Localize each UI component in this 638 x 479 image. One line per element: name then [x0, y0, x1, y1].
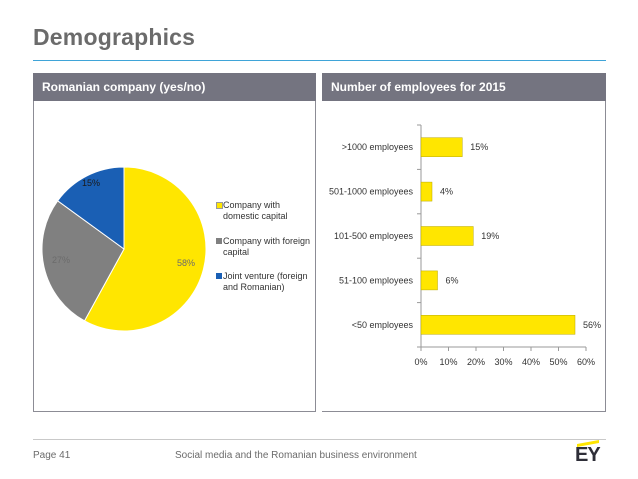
pie-slice-label: 27%: [52, 255, 70, 265]
bar: [420, 315, 576, 335]
legend-swatch-yellow: [216, 202, 223, 209]
bar-value-label: 19%: [481, 231, 499, 241]
bar-value-label: 6%: [446, 275, 459, 285]
bar: [420, 137, 463, 157]
bar: [420, 270, 438, 291]
bar: [420, 181, 433, 202]
bar-value-label: 56%: [583, 320, 601, 330]
y-category-label: 51-100 employees: [339, 275, 414, 285]
x-tick-label: 30%: [494, 357, 512, 367]
bar-value-label: 15%: [470, 142, 488, 152]
y-category-label: 501-1000 employees: [329, 187, 414, 197]
x-tick-label: 20%: [467, 357, 485, 367]
y-category-label: 101-500 employees: [334, 231, 414, 241]
legend-label: Company with domestic capital: [223, 200, 288, 221]
x-tick-label: 10%: [439, 357, 457, 367]
footer-caption: Social media and the Romanian business e…: [175, 450, 417, 461]
pie-chart-panel: [33, 101, 316, 412]
legend-swatch-blue: [216, 273, 222, 279]
x-tick-label: 40%: [522, 357, 540, 367]
legend-label: Joint venture (foreign and Romanian): [223, 271, 308, 292]
title-divider: [33, 60, 606, 61]
page-number: Page 41: [33, 450, 71, 461]
pie-slice: [41, 200, 125, 322]
bar-value-label: 4%: [440, 187, 453, 197]
legend-item-foreign: Company with foreign capital: [216, 236, 316, 258]
legend-item-domestic: Company with domestic capital: [216, 200, 316, 222]
pie-slice-label: 15%: [82, 178, 100, 188]
pie-slice: [83, 166, 207, 332]
y-category-label: <50 employees: [352, 320, 414, 330]
bar-chart-panel: [322, 101, 606, 412]
bar: [420, 226, 474, 246]
pie-slice-label: 58%: [177, 258, 195, 268]
x-tick-label: 0%: [414, 357, 427, 367]
bar-chart-header: Number of employees for 2015: [322, 73, 606, 101]
page-title: Demographics: [33, 24, 196, 50]
pie-chart-header: Romanian company (yes/no): [33, 73, 316, 101]
legend-item-joint-venture: Joint venture (foreign and Romanian): [216, 271, 316, 293]
pie-slice: [56, 166, 125, 250]
ey-logo: EY: [575, 444, 601, 466]
y-category-label: >1000 employees: [342, 142, 414, 152]
x-tick-label: 60%: [577, 357, 595, 367]
legend-swatch-gray: [216, 238, 222, 244]
legend-label: Company with foreign capital: [223, 236, 311, 257]
x-tick-label: 50%: [549, 357, 567, 367]
footer-divider: [33, 439, 606, 440]
